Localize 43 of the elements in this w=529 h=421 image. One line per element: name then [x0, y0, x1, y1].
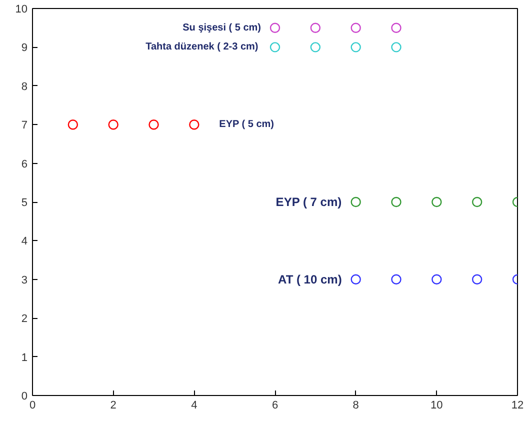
y-tick-label: 1 [21, 352, 28, 364]
x-tick-label: 6 [272, 400, 278, 412]
point [432, 274, 442, 284]
y-tick-label: 10 [15, 4, 28, 16]
x-tick-label: 8 [352, 400, 359, 412]
y-tick-label: 3 [21, 274, 28, 286]
series-label: Tahta düzenek ( 2-3 cm) [146, 42, 258, 53]
point [350, 196, 361, 208]
y-tick-label: 8 [21, 80, 28, 93]
point [391, 196, 402, 208]
point [108, 120, 118, 130]
point [270, 42, 280, 52]
x-tick-label: 2 [110, 400, 116, 412]
point [310, 22, 321, 33]
x-tick-label: 12 [511, 400, 524, 412]
series-label: EYP ( 7 cm) [276, 195, 342, 209]
y-tick-label: 9 [21, 42, 28, 54]
y-tick-label: 0 [21, 390, 28, 402]
y-tick-label: 6 [21, 158, 28, 170]
point [68, 120, 78, 130]
point [472, 274, 482, 284]
point [148, 120, 159, 130]
point [310, 42, 321, 52]
y-tick-label: 4 [21, 236, 28, 248]
point [189, 120, 200, 130]
x-tick-label: 4 [191, 400, 198, 412]
point [391, 22, 402, 33]
point [350, 42, 361, 52]
point [350, 274, 361, 284]
y-tick-label: 5 [21, 197, 28, 209]
point [432, 196, 442, 208]
series-label: AT ( 10 cm) [278, 272, 342, 286]
y-tick-label: 2 [21, 313, 28, 326]
point [391, 274, 402, 284]
point [270, 22, 280, 33]
y-tick-label: 7 [21, 120, 28, 132]
point [472, 196, 482, 208]
series-label: Su şişesi ( 5 cm) [182, 22, 262, 34]
x-tick-label: 0 [29, 400, 36, 412]
text: EYP ( 5 cm) [219, 119, 274, 130]
point [391, 42, 402, 52]
point [350, 22, 361, 33]
x-tick-label: 10 [430, 400, 443, 412]
